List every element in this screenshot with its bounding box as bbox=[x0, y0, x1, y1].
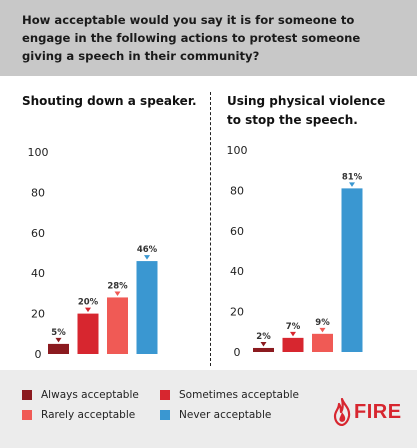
data-label-2: 20% bbox=[78, 298, 99, 308]
bar-marker-2 bbox=[85, 307, 91, 313]
legend-swatch-sometimes bbox=[160, 390, 170, 400]
bar-4 bbox=[341, 188, 363, 352]
y-tick-label: 100 bbox=[227, 144, 248, 157]
logo-wordmark: FIRE bbox=[354, 401, 402, 423]
bar-marker-3 bbox=[114, 291, 121, 296]
fire-logo: FIRE bbox=[332, 398, 412, 428]
data-label-3: 9% bbox=[315, 318, 330, 328]
data-label-3: 28% bbox=[107, 281, 128, 291]
legend-label-rarely: Rarely acceptable bbox=[41, 409, 136, 421]
bar-1 bbox=[253, 347, 274, 352]
data-label-1: 2% bbox=[256, 332, 271, 342]
right-bar-chart: 0 20 40 60 80 100 2% 7% 9% 81% bbox=[227, 144, 363, 359]
legend-label-always: Always acceptable bbox=[41, 389, 139, 401]
bar-marker-2 bbox=[290, 331, 296, 337]
y-tick-label: 80 bbox=[230, 184, 244, 197]
legend-swatch-rarely bbox=[22, 410, 32, 420]
y-tick-label: 0 bbox=[234, 346, 241, 359]
survey-question: How acceptable would you say it is for s… bbox=[22, 13, 361, 63]
y-tick-label: 20 bbox=[31, 308, 45, 321]
bar-marker-1 bbox=[55, 337, 62, 343]
y-tick-label: 60 bbox=[31, 227, 45, 240]
data-label-4: 46% bbox=[137, 245, 158, 255]
bar-2 bbox=[282, 337, 304, 352]
panel-divider bbox=[210, 92, 211, 366]
bar-1 bbox=[48, 343, 69, 354]
bar-4 bbox=[136, 261, 158, 354]
bar-marker-4 bbox=[349, 182, 355, 187]
data-label-1: 5% bbox=[51, 328, 66, 338]
data-label-2: 7% bbox=[286, 322, 301, 332]
bar-marker-3 bbox=[319, 327, 326, 333]
bar-marker-1 bbox=[260, 341, 267, 347]
y-tick-label: 100 bbox=[28, 146, 49, 159]
legend-swatch-always bbox=[22, 390, 32, 400]
bar-3 bbox=[107, 297, 128, 354]
y-tick-label: 40 bbox=[230, 265, 244, 278]
left-bar-chart: 0 20 40 60 80 100 5% 20% 28% 46% bbox=[28, 146, 158, 361]
right-chart-title: Using physical violence to stop the spee… bbox=[227, 94, 386, 127]
y-tick-label: 0 bbox=[35, 348, 42, 361]
left-chart-title: Shouting down a speaker. bbox=[22, 94, 197, 108]
y-tick-label: 20 bbox=[230, 306, 244, 319]
y-tick-label: 80 bbox=[31, 186, 45, 199]
y-tick-label: 40 bbox=[31, 267, 45, 280]
bar-3 bbox=[312, 333, 333, 352]
header-banner: How acceptable would you say it is for s… bbox=[0, 0, 417, 76]
y-tick-label: 60 bbox=[230, 225, 244, 238]
bar-2 bbox=[77, 313, 99, 354]
legend-label-sometimes: Sometimes acceptable bbox=[179, 389, 300, 401]
legend-swatch-never bbox=[160, 410, 170, 420]
legend-label-never: Never acceptable bbox=[179, 409, 272, 421]
bar-marker-4 bbox=[144, 255, 150, 260]
data-label-4: 81% bbox=[342, 172, 363, 182]
flame-icon bbox=[333, 398, 351, 426]
